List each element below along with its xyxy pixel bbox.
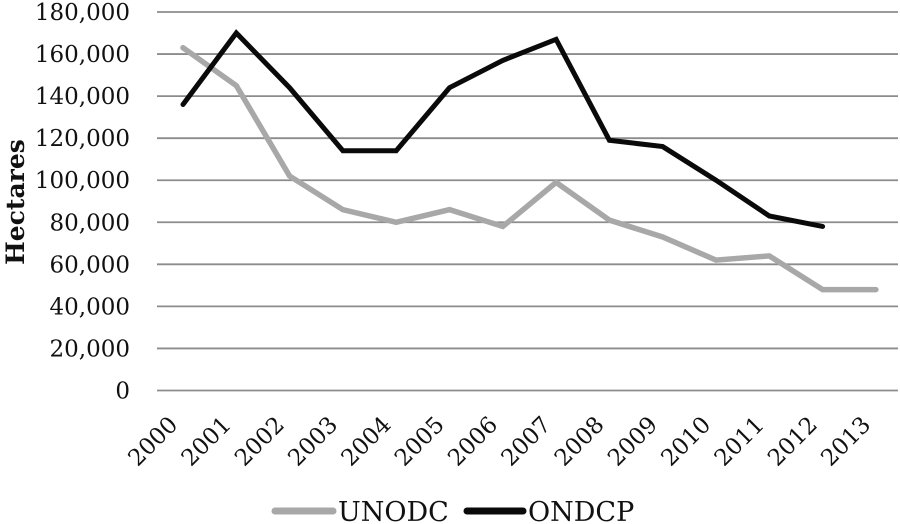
y-tick-label: 120,000 bbox=[35, 126, 130, 152]
x-axis-tick-labels: 2000200120022003200420052006200720082009… bbox=[123, 412, 876, 472]
y-tick-label: 40,000 bbox=[50, 294, 130, 320]
x-tick-label: 2003 bbox=[283, 412, 343, 472]
x-tick-label: 2002 bbox=[230, 412, 290, 472]
x-tick-label: 2009 bbox=[603, 412, 663, 472]
series-lines bbox=[180, 29, 879, 293]
y-tick-label: 160,000 bbox=[35, 42, 130, 68]
x-tick-label: 2005 bbox=[390, 412, 450, 472]
x-tick-label: 2001 bbox=[177, 412, 237, 472]
y-tick-label: 0 bbox=[115, 379, 130, 405]
y-tick-label: 60,000 bbox=[50, 252, 130, 278]
x-tick-label: 2007 bbox=[497, 412, 557, 472]
y-tick-label: 100,000 bbox=[35, 168, 130, 194]
gridlines bbox=[157, 11, 898, 392]
x-tick-label: 2000 bbox=[123, 412, 183, 472]
x-tick-label: 2008 bbox=[550, 412, 610, 472]
y-tick-label: 140,000 bbox=[35, 84, 130, 110]
y-axis-tick-labels: 0 20,000 40,000 60,000 80,000 100,000 120,000 1… bbox=[35, 0, 130, 405]
legend: UNODC ONDCP bbox=[271, 497, 634, 524]
x-tick-label: 2004 bbox=[337, 412, 397, 472]
y-axis-title: Hectares bbox=[1, 139, 30, 265]
legend-label-unodc: UNODC bbox=[338, 497, 449, 524]
x-tick-label: 2013 bbox=[816, 412, 876, 472]
y-tick-label: 180,000 bbox=[35, 0, 130, 26]
x-tick-label: 2010 bbox=[656, 412, 716, 472]
legend-item-ondcp: ONDCP bbox=[463, 497, 634, 524]
unodc-line bbox=[180, 44, 879, 293]
y-tick-label: 20,000 bbox=[50, 336, 130, 362]
x-tick-label: 2011 bbox=[710, 412, 770, 472]
x-tick-label: 2006 bbox=[443, 412, 503, 472]
y-tick-label: 80,000 bbox=[50, 210, 130, 236]
x-tick-label: 2012 bbox=[763, 412, 823, 472]
ondcp-line bbox=[180, 29, 826, 229]
legend-item-unodc: UNODC bbox=[271, 497, 449, 524]
legend-label-ondcp: ONDCP bbox=[528, 497, 634, 524]
